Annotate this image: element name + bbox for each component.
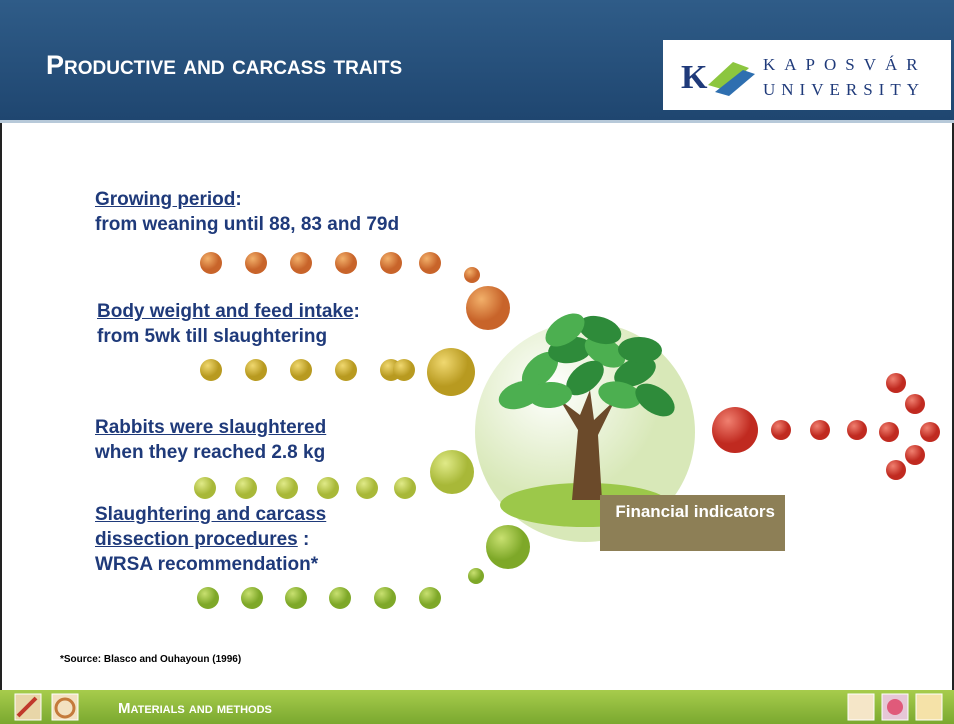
leaf: [618, 336, 662, 364]
text: WRSA recommendation*: [95, 554, 319, 575]
icon: [847, 693, 875, 721]
dot: [290, 252, 312, 274]
section-name: Materials and methods: [118, 700, 272, 717]
trunk: [560, 390, 615, 500]
dot: [393, 359, 415, 381]
heading: Rabbits were slaughtered: [95, 417, 327, 438]
dot: [356, 477, 378, 499]
leaf: [614, 357, 656, 387]
dot: [235, 477, 257, 499]
dot: [886, 373, 906, 393]
footer: Materials and methods: [0, 690, 954, 724]
dot: [419, 587, 441, 609]
logo-letter: K: [681, 59, 708, 96]
logo-mark: [708, 62, 749, 90]
dot: [879, 422, 899, 442]
leaf: [598, 381, 642, 409]
punct: :: [353, 301, 360, 322]
dot: [374, 587, 396, 609]
dot: [245, 359, 267, 381]
logo-mark: [715, 70, 755, 96]
logo-graphic: K KAPOSVÁR UNIVERSITY: [681, 55, 927, 99]
heading: Body weight and feed intake: [97, 301, 354, 322]
dot: [335, 359, 357, 381]
dot: [847, 420, 867, 440]
item: Growing period: from weaning until 88, 83…: [95, 187, 399, 237]
leaf: [498, 380, 542, 410]
dot: [466, 286, 510, 330]
text: from weaning until 88, 83 and 79d: [95, 214, 400, 235]
dot: [290, 359, 312, 381]
icon: [915, 693, 943, 721]
dot: [464, 267, 480, 283]
dot: [317, 477, 339, 499]
punct: :: [297, 529, 310, 550]
icon: [16, 696, 38, 718]
punct: :: [235, 189, 242, 210]
dot: [335, 252, 357, 274]
dot: [430, 450, 474, 494]
dot: [712, 407, 758, 453]
leaf: [578, 315, 622, 345]
dot: [200, 252, 222, 274]
icon: [881, 693, 909, 721]
logo: K KAPOSVÁR UNIVERSITY: [663, 40, 951, 110]
dot: [197, 587, 219, 609]
logo-line: KAPOSVÁR: [763, 55, 927, 74]
dot: [419, 252, 441, 274]
dot: [394, 477, 416, 499]
dot: [920, 422, 940, 442]
logo-line: UNIVERSITY: [763, 80, 925, 99]
dot: [905, 394, 925, 414]
dot: [427, 348, 475, 396]
item: Slaughtering and carcass dissection proc…: [95, 502, 385, 577]
heading: Growing period: [95, 189, 236, 210]
leaf: [521, 351, 559, 389]
dot: [329, 587, 351, 609]
text: when they reached 2.8 kg: [95, 442, 326, 463]
dot: [905, 445, 925, 465]
leaf: [545, 313, 585, 347]
dot: [486, 525, 530, 569]
heading: Slaughtering and carcass dissection proc…: [95, 504, 327, 550]
dot: [886, 460, 906, 480]
header: Productive and carcass traits K KAPOSVÁR…: [0, 0, 954, 123]
title: Productive and carcass traits: [46, 50, 403, 80]
leaf: [566, 360, 604, 396]
dot: [245, 252, 267, 274]
text: from 5wk till slaughtering: [97, 326, 328, 347]
item: Rabbits were slaughtered when they reache…: [95, 415, 326, 465]
icon: [54, 697, 76, 719]
dot: [771, 420, 791, 440]
dot: [810, 420, 830, 440]
item: Body weight and feed intake: from 5wk til…: [97, 299, 360, 349]
dot: [194, 477, 216, 499]
dot: [241, 587, 263, 609]
dot: [380, 252, 402, 274]
source: *Source: Blasco and Ouhayoun (1996): [60, 654, 242, 665]
dot: [276, 477, 298, 499]
leaf: [584, 336, 626, 368]
border: [0, 123, 2, 690]
dot: [285, 587, 307, 609]
dot: [200, 359, 222, 381]
leaf: [635, 383, 675, 417]
badge: Financial indicators: [600, 495, 785, 551]
footer-icons: [14, 693, 943, 721]
dot: [468, 568, 484, 584]
border: [952, 123, 954, 690]
icon: [887, 699, 903, 715]
